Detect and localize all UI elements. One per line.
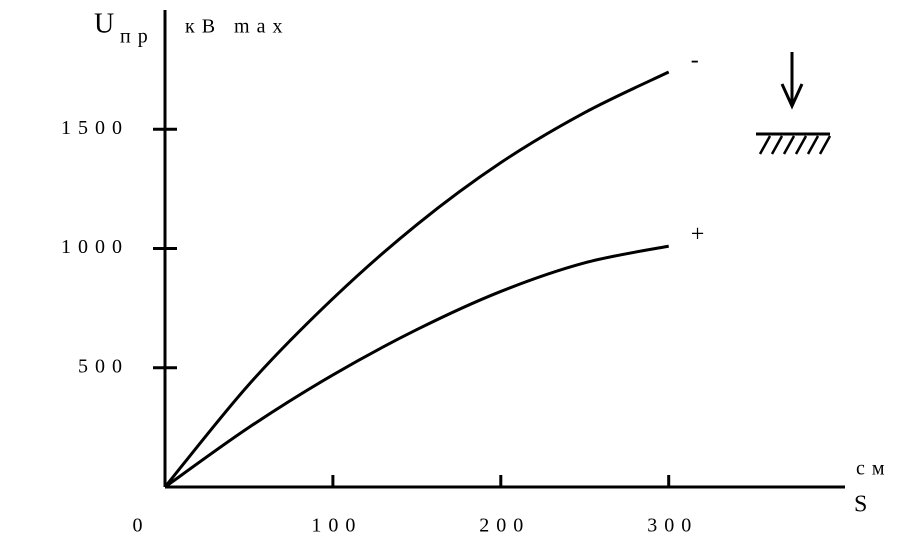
ground-symbol bbox=[756, 52, 832, 155]
x-tick-label: 300 bbox=[647, 515, 698, 537]
x-axis-unit: см bbox=[856, 458, 892, 480]
x-tick-label: 200 bbox=[479, 515, 530, 537]
y-axis-label-sub: пр bbox=[120, 26, 155, 48]
y-tick-label: 500 bbox=[78, 355, 129, 377]
series-line bbox=[164, 244, 669, 489]
x-tick-label: 0 bbox=[133, 515, 150, 537]
y-tick-label: 1000 bbox=[61, 236, 129, 258]
series-line bbox=[163, 70, 670, 488]
x-tick-label: 100 bbox=[311, 515, 362, 537]
series-label: + bbox=[691, 222, 712, 248]
y-axis-label: U bbox=[94, 8, 121, 39]
x-axis-label: S bbox=[854, 492, 874, 518]
y-axis-unit: кВ max bbox=[185, 16, 290, 38]
y-tick-label: 1500 bbox=[61, 117, 129, 139]
series-label: - bbox=[691, 48, 706, 74]
